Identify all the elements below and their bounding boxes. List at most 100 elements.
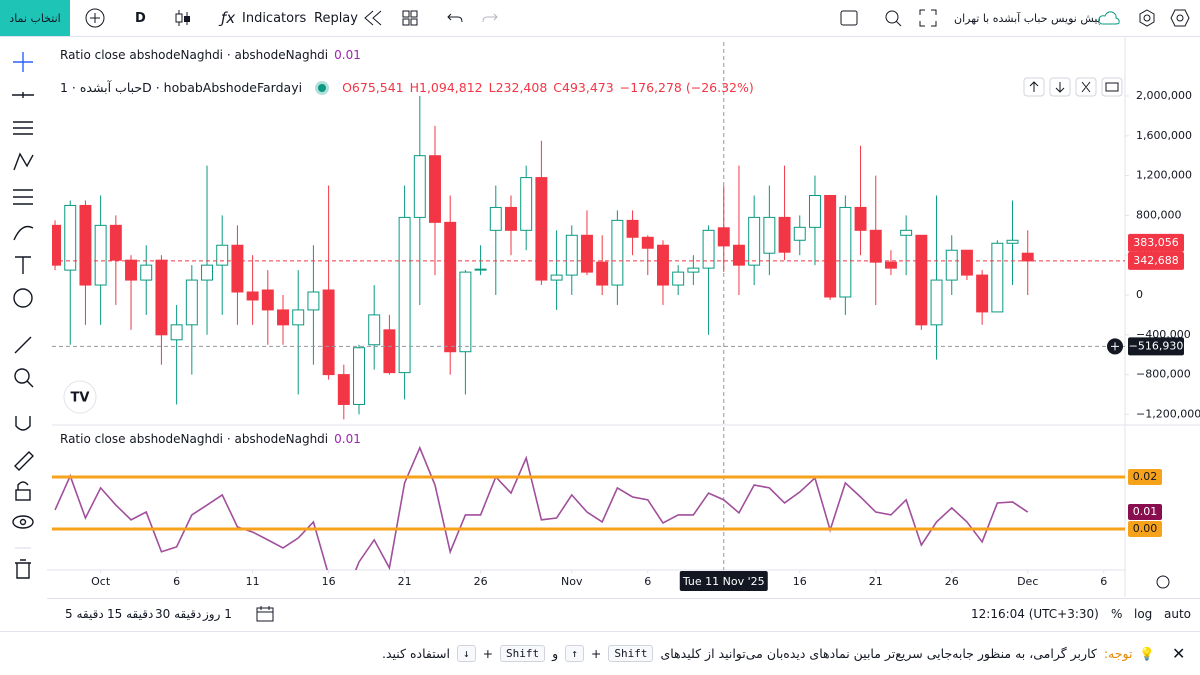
key: ↑ xyxy=(565,645,584,662)
x-tick-label: 16 xyxy=(322,575,336,588)
auto-button[interactable]: auto xyxy=(1164,607,1192,621)
settings-icon[interactable] xyxy=(1137,0,1157,36)
y-tick-label: 800,000 xyxy=(1136,208,1182,221)
x-tick-label: 11 xyxy=(246,575,260,588)
candles xyxy=(52,95,1034,420)
candle-body xyxy=(915,234,928,326)
candle-body xyxy=(732,244,745,266)
chart-type-icon[interactable] xyxy=(174,0,192,36)
candle-body xyxy=(52,224,62,266)
candle-body xyxy=(960,249,973,276)
candle-body xyxy=(672,271,685,286)
x-tick-label: Nov xyxy=(561,575,583,588)
close-notice[interactable]: ✕ xyxy=(1172,644,1186,663)
camera-icon[interactable] xyxy=(1170,0,1190,36)
candle-body xyxy=(216,244,229,266)
candle-body xyxy=(596,261,609,286)
y-tick-label: −800,000 xyxy=(1136,368,1191,381)
candle-body xyxy=(261,289,274,311)
candle-body xyxy=(201,264,213,281)
layout-title[interactable]: پیش نویس حباب آبشده با تهران xyxy=(954,11,1101,25)
candle-body xyxy=(413,155,426,218)
plus: + xyxy=(590,646,602,661)
candle-body xyxy=(900,229,913,236)
study-legend-text: Ratio close abshodeNaghdi · abshodeNaghd… xyxy=(60,48,329,62)
candle-body xyxy=(824,194,837,298)
square-icon[interactable] xyxy=(839,0,859,36)
log-button[interactable]: log xyxy=(1134,607,1153,621)
redo-icon[interactable] xyxy=(481,0,499,36)
candle-body xyxy=(581,234,593,273)
indicator-line xyxy=(54,445,1029,570)
status-dot xyxy=(318,83,327,92)
candle-body xyxy=(550,274,563,281)
candle-body xyxy=(383,329,396,374)
x-tick-label: 6 xyxy=(173,575,180,588)
notice-end: استفاده کنید. xyxy=(381,646,450,661)
candle-body xyxy=(322,289,335,376)
candle-body xyxy=(687,267,700,273)
indicators[interactable]: Indicators xyxy=(242,10,307,26)
candle-body xyxy=(185,279,198,326)
percent-button[interactable]: % xyxy=(1111,607,1123,621)
interval[interactable]: D xyxy=(135,10,146,26)
price-label: −516,930 xyxy=(1129,339,1184,352)
alert-icon[interactable] xyxy=(883,0,903,36)
range-button[interactable]: 15 دقیقه xyxy=(107,607,154,621)
clock[interactable]: 12:16:04 (UTC+3:30) xyxy=(971,607,1099,621)
add-symbol-icon[interactable] xyxy=(84,0,106,36)
ohlc-close: C493,473 xyxy=(553,80,614,95)
replay[interactable]: Replay xyxy=(314,10,358,26)
range-button[interactable]: 30 دقیقه xyxy=(155,607,202,621)
range-button[interactable]: 5 دقیقه xyxy=(65,607,104,621)
price-label-box xyxy=(1128,233,1184,252)
study-legend-value: 0.01 xyxy=(334,48,361,62)
fullscreen-icon[interactable] xyxy=(918,0,938,36)
candle-body xyxy=(155,259,168,336)
indicator-legend-text: Ratio close abshodeNaghdi · abshodeNaghd… xyxy=(60,432,329,446)
y-tick-label: −1,200,000 xyxy=(1136,407,1200,420)
key: Shift xyxy=(608,645,654,662)
range-button[interactable]: 1 روز xyxy=(203,607,232,621)
level-label: 0.02 xyxy=(1133,470,1158,483)
candle-body xyxy=(170,324,183,341)
candle-body xyxy=(748,216,761,266)
left-toolbar-icons[interactable] xyxy=(12,52,34,579)
candle-body xyxy=(641,236,654,249)
x-tick-label: 21 xyxy=(398,575,412,588)
replay-icon[interactable] xyxy=(362,0,384,36)
indicator-legend-value: 0.01 xyxy=(334,432,361,446)
candle-body xyxy=(945,249,958,281)
candle-body xyxy=(109,224,122,261)
key: ↓ xyxy=(456,645,476,662)
candle-body xyxy=(292,309,305,326)
candle-body xyxy=(64,204,77,271)
price-label: 383,056 xyxy=(1133,236,1179,249)
cloud-icon[interactable] xyxy=(1097,0,1121,36)
price-label: 342,688 xyxy=(1133,254,1179,267)
candle-body xyxy=(1021,252,1034,262)
candle-body xyxy=(657,244,669,286)
undo-icon[interactable] xyxy=(446,0,464,36)
tv-logo: TV xyxy=(63,380,97,414)
candle-body xyxy=(79,204,92,286)
symbol-button[interactable]: انتخاب نماد xyxy=(0,0,70,36)
candle-body xyxy=(94,224,107,286)
candle-body xyxy=(429,155,441,223)
candle-body xyxy=(231,244,244,293)
candle-body xyxy=(854,206,867,231)
candle-body xyxy=(763,216,776,254)
candle-body xyxy=(565,234,578,276)
top-toolbar: انتخاب نماد D ƒx Indicators Replay پیش ن… xyxy=(0,0,1200,37)
ohlc-low: L232,408 xyxy=(488,80,548,95)
candle-body xyxy=(1006,239,1019,244)
candle-body xyxy=(368,314,381,346)
pane-buttons[interactable] xyxy=(1023,77,1123,97)
last-value-label: 0.01 xyxy=(1133,505,1158,518)
fx-icon[interactable]: ƒx xyxy=(221,9,236,27)
date-range-icon[interactable] xyxy=(255,599,275,629)
x-tick-label: 26 xyxy=(945,575,959,588)
layout-icon[interactable] xyxy=(401,0,419,36)
candle-body xyxy=(307,291,320,311)
